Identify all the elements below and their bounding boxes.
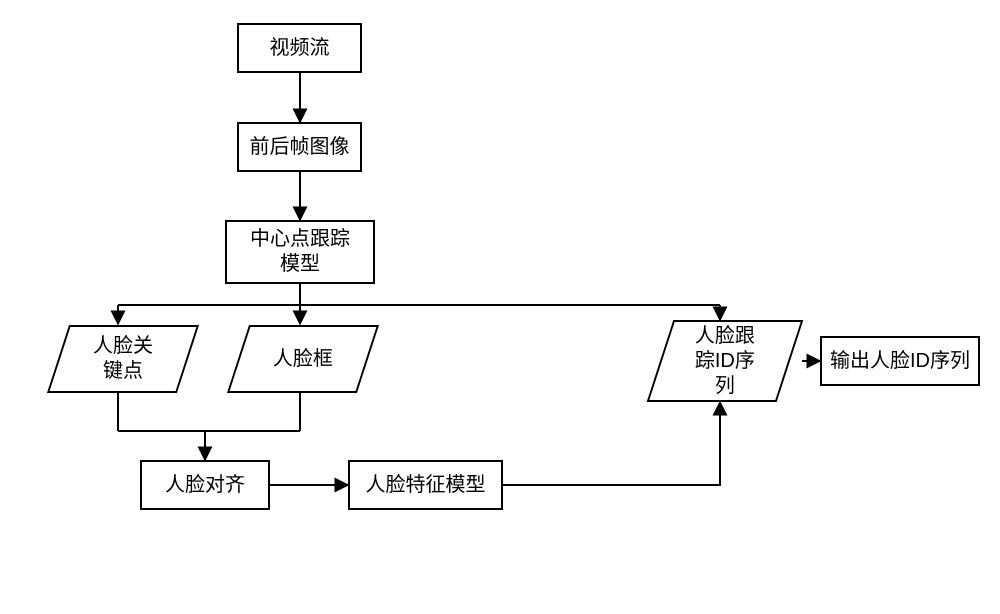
node-face-bbox: 人脸框 [227, 325, 379, 393]
node-label: 人脸特征模型 [366, 473, 486, 498]
node-label: 前后帧图像 [250, 135, 350, 160]
node-label: 人脸关键点 [93, 334, 153, 384]
node-label: 中心点跟踪模型 [250, 227, 350, 277]
node-label: 人脸框 [273, 347, 333, 372]
node-face-tracking-id-seq: 人脸跟踪ID序列 [647, 320, 804, 402]
node-label: 人脸对齐 [165, 473, 245, 498]
node-face-feature-model: 人脸特征模型 [348, 460, 503, 510]
node-center-tracking-model: 中心点跟踪模型 [225, 220, 375, 284]
node-output-face-id-seq: 输出人脸ID序列 [820, 336, 980, 386]
connectors [0, 0, 1000, 614]
node-video-stream: 视频流 [237, 23, 362, 73]
node-face-alignment: 人脸对齐 [140, 460, 270, 510]
node-label: 人脸跟踪ID序列 [695, 324, 755, 399]
node-frame-images: 前后帧图像 [237, 122, 362, 172]
diagram-canvas: 视频流 前后帧图像 中心点跟踪模型 人脸关键点 人脸框 人脸跟踪ID序列 输出人… [0, 0, 1000, 614]
node-face-keypoints: 人脸关键点 [47, 325, 199, 393]
node-label: 视频流 [270, 36, 330, 61]
node-label: 输出人脸ID序列 [830, 349, 970, 374]
